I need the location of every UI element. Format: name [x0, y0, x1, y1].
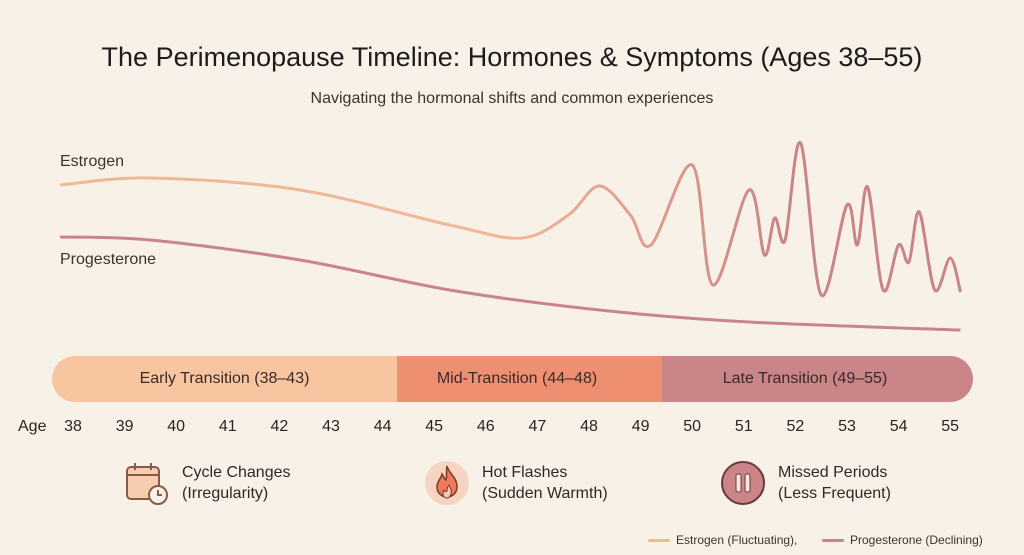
x-tick-label: 42	[270, 418, 289, 435]
x-tick-label: 44	[373, 418, 392, 435]
x-tick-label: 49	[631, 418, 650, 435]
x-tick-label: 39	[115, 418, 134, 435]
x-tick-label: 40	[167, 418, 186, 435]
x-tick-label: 43	[322, 418, 340, 435]
pause-icon	[721, 461, 765, 505]
estrogen-label: Estrogen	[60, 153, 125, 170]
phase-early-transition: Early Transition (38–43)	[52, 356, 397, 402]
phase-label: Mid-Transition (44–48)	[436, 370, 598, 387]
x-tick-label: 38	[64, 418, 82, 435]
x-tick-label: 51	[734, 418, 753, 435]
progesterone-line	[60, 235, 961, 332]
phase-mid-transition: Mid-Transition (44–48)	[372, 356, 662, 402]
x-tick-label: 53	[838, 418, 856, 435]
symptom-title: Cycle Changes	[182, 464, 291, 481]
legend-estrogen: Estrogen (Fluctuating),	[648, 533, 797, 547]
x-tick-label: 48	[580, 418, 598, 435]
chart-title: The Perimenopause Timeline: Hormones & S…	[101, 42, 923, 72]
symptom-missed-periods: Missed Periods (Less Frequent)	[720, 460, 891, 506]
chart-subtitle: Navigating the hormonal shifts and commo…	[310, 90, 714, 107]
phase-late-transition: Late Transition (49–55)	[637, 356, 973, 402]
flame-icon	[425, 461, 469, 505]
symptom-subtitle: (Less Frequent)	[778, 485, 891, 502]
x-tick-label: 54	[889, 418, 908, 435]
legend-progesterone: Progesterone (Declining)	[822, 533, 983, 547]
progesterone-label: Progesterone	[60, 251, 157, 268]
legend-label: Progesterone (Declining)	[850, 533, 983, 547]
symptom-subtitle: (Irregularity)	[182, 485, 269, 502]
x-tick-label: 52	[786, 418, 805, 435]
phase-label: Late Transition (49–55)	[722, 370, 888, 387]
x-tick-label: 41	[218, 418, 237, 435]
legend-swatch	[648, 538, 670, 542]
symptom-title: Hot Flashes	[482, 464, 568, 481]
legend-swatch	[822, 538, 844, 542]
symptom-hot-flashes: Hot Flashes (Sudden Warmth)	[424, 460, 608, 506]
legend-label: Estrogen (Fluctuating),	[676, 533, 798, 547]
symptom-subtitle: (Sudden Warmth)	[482, 485, 608, 502]
symptom-cycle-changes: Cycle Changes (Irregularity)	[124, 460, 291, 506]
x-tick-label: 47	[528, 418, 547, 435]
x-axis-label: Age	[18, 418, 47, 435]
x-tick-label: 45	[425, 418, 444, 435]
estrogen-line	[59, 141, 962, 297]
phase-label: Early Transition (38–43)	[139, 370, 310, 387]
calendar-clock-icon	[126, 463, 168, 505]
x-tick-label: 50	[683, 418, 702, 435]
symptom-title: Missed Periods	[778, 464, 888, 481]
x-tick-label: 46	[476, 418, 495, 435]
x-tick-label: 55	[941, 418, 960, 435]
